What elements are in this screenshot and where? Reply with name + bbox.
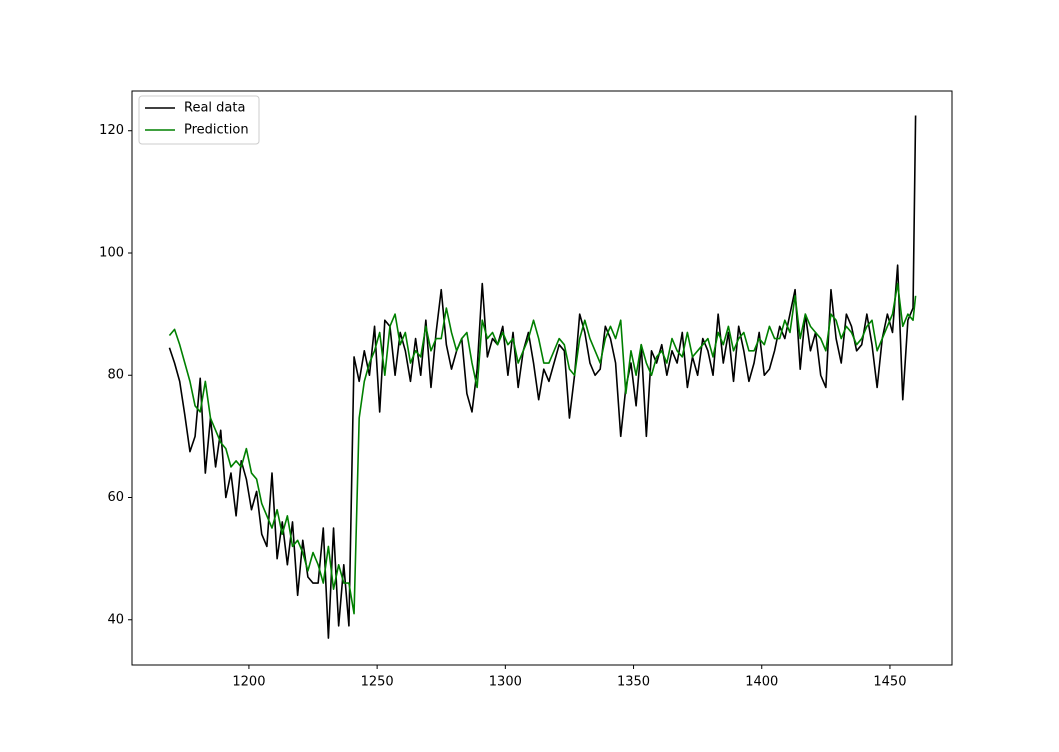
- x-tick-label: 1350: [617, 675, 650, 690]
- legend-label: Real data: [184, 101, 245, 116]
- y-tick-label: 80: [107, 368, 124, 383]
- x-tick-label: 1200: [232, 675, 265, 690]
- series-line: [168, 115, 917, 639]
- series-line: [168, 282, 917, 615]
- legend-label: Prediction: [184, 123, 249, 138]
- y-tick-label: 40: [107, 612, 124, 627]
- x-tick-label: 1300: [489, 675, 522, 690]
- x-tick-label: 1400: [745, 675, 778, 690]
- y-tick-label: 120: [99, 123, 124, 138]
- x-tick-label: 1250: [361, 675, 394, 690]
- plot-frame: [131, 90, 953, 666]
- y-tick-label: 100: [99, 245, 124, 260]
- x-tick-label: 1450: [873, 675, 906, 690]
- y-tick-label: 60: [107, 490, 124, 505]
